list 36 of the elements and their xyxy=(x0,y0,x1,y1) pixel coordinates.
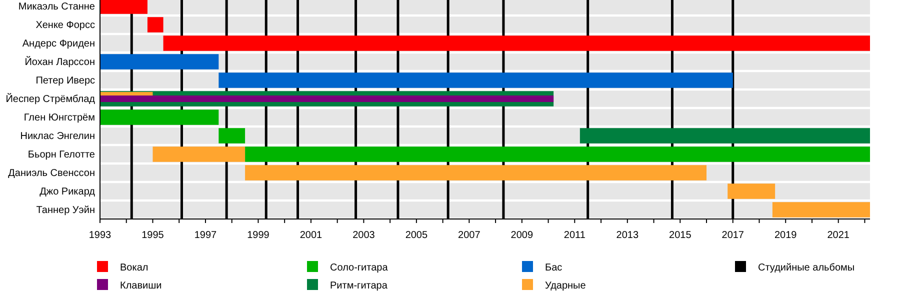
y-tick-label: Хенке Форсс xyxy=(36,20,95,31)
x-tick-label: 1999 xyxy=(247,230,270,241)
y-tick-label: Никлас Энгелин xyxy=(20,130,95,142)
x-tick-label: 2005 xyxy=(405,230,428,241)
legend-label: Ритм-гитара xyxy=(330,280,388,292)
x-tick-label: 2001 xyxy=(300,230,323,241)
y-tick-label: Даниэль Свенссон xyxy=(8,168,95,179)
bar xyxy=(100,95,554,102)
x-tick-label: 2015 xyxy=(669,230,692,241)
y-tick-label: Джо Рикард xyxy=(40,186,96,198)
bar xyxy=(152,146,246,162)
y-tick-label: Глен Юнгстрём xyxy=(24,112,96,124)
y-tick-label: Бьорн Гелотте xyxy=(28,149,96,160)
legend-label: Соло-гитара xyxy=(330,262,388,274)
x-tick-label: 2003 xyxy=(352,230,376,241)
legend-label: Бас xyxy=(545,262,562,274)
x-tick-label: 2017 xyxy=(722,230,744,241)
y-tick-label: Йохан Ларссон xyxy=(24,54,95,68)
x-tick-label: 2009 xyxy=(510,230,534,241)
legend-label: Студийные альбомы xyxy=(758,262,855,274)
x-tick-label: 1997 xyxy=(194,230,218,241)
legend-label: Клавиши xyxy=(120,280,162,292)
x-tick-label: 2007 xyxy=(458,230,481,241)
y-tick-label: Микаэль Станне xyxy=(18,1,96,12)
x-tick-label: 2013 xyxy=(616,230,639,241)
x-tick-label: 2021 xyxy=(827,230,850,241)
legend-label: Ударные xyxy=(545,280,586,292)
x-tick-label: 2019 xyxy=(774,230,798,241)
y-tick-label: Йеспер Стрёмблад xyxy=(6,92,96,105)
x-tick-label: 1993 xyxy=(88,230,112,241)
y-tick-label: Таннер Уэйн xyxy=(36,204,95,216)
y-tick-label: Петер Иверс xyxy=(36,75,95,86)
x-tick-label: 1995 xyxy=(142,230,164,241)
legend-label: Вокал xyxy=(120,262,148,274)
y-tick-label: Андерс Фриден xyxy=(22,38,95,50)
x-tick-label: 2011 xyxy=(564,230,586,241)
